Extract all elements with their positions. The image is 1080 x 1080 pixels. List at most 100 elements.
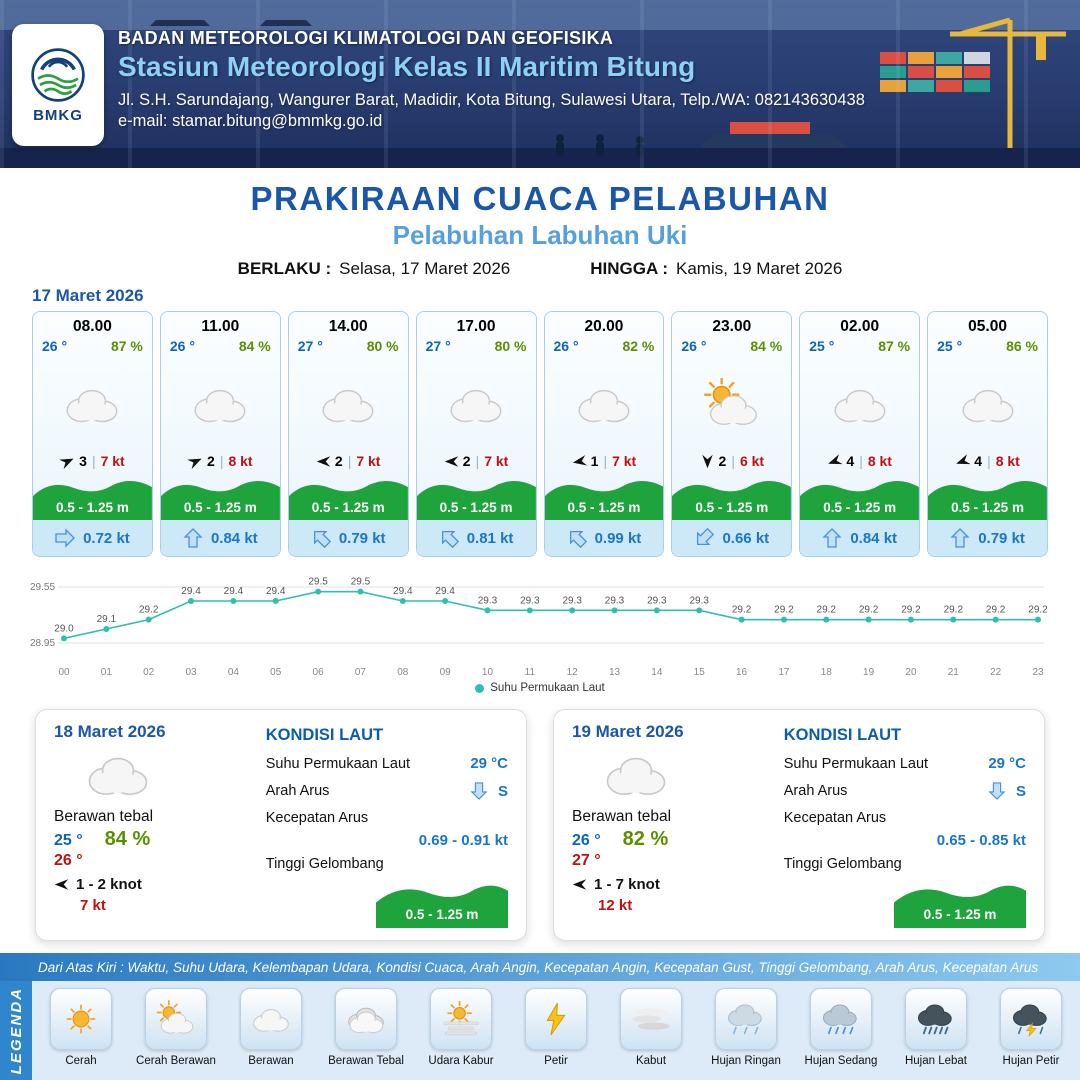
wave-height: 0.5 - 1.25 m (311, 500, 385, 515)
forecast-date: 17 Maret 2026 (32, 286, 144, 305)
svg-text:29.2: 29.2 (732, 605, 752, 616)
svg-text:21: 21 (948, 667, 960, 678)
air-temperature: 27 ° (425, 338, 451, 354)
sst-value: 29 °C (988, 755, 1026, 772)
svg-text:16: 16 (736, 667, 748, 678)
wind-speed: 7 kt (100, 453, 125, 469)
temp-max: 27 ° (572, 852, 601, 869)
wind-speed: 12 kt (598, 897, 633, 914)
humidity: 82 % (622, 338, 655, 354)
berlaku-group: BERLAKU : Selasa, 17 Maret 2026 (238, 259, 511, 279)
wind-speed: 7 kt (356, 453, 381, 469)
humidity: 87 % (878, 338, 911, 354)
svg-text:23: 23 (1032, 667, 1044, 678)
wind-direction-icon (953, 451, 972, 470)
svg-text:29.2: 29.2 (1028, 605, 1048, 616)
crane (950, 17, 1066, 148)
legend-items-row: Cerah Cerah Berawan Berawan Berawan Teba… (32, 981, 1080, 1080)
wind-range: 1 - 2 knot (76, 876, 142, 893)
sst-row: Suhu Permukaan Laut 29 °C (266, 755, 508, 772)
humidity: 80 % (494, 338, 527, 354)
wave-shape (672, 480, 792, 520)
legend-item: Petir (510, 988, 602, 1067)
humidity: 84 % (104, 828, 151, 850)
page-title: PRAKIRAAN CUACA PELABUHAN (250, 180, 830, 217)
legend-item-label: Petir (544, 1055, 568, 1067)
legend-item-label: Udara Kabur (428, 1055, 494, 1067)
wind-direction-icon (316, 454, 331, 469)
forecast-cards-row: 08.00 26 ° 87 % 3 | 7 kt 0.5 - 1.25 m 0.… (32, 311, 1048, 557)
wave-shape (33, 480, 152, 520)
svg-text:29.4: 29.4 (224, 586, 244, 597)
temp-min: 25 ° (54, 832, 83, 849)
wind-speed: 7 kt (612, 453, 637, 469)
legend-item: Kabut (605, 988, 697, 1067)
wind-direction-value: 2 (207, 453, 215, 469)
svg-text:06: 06 (313, 667, 325, 678)
weather-condition: Berawan tebal (572, 808, 672, 825)
wave-row: Tinggi Gelombang (784, 856, 1026, 872)
daily-weather-column: 18 Maret 2026 Berawan tebal 25 ° 84 % 26… (54, 722, 254, 928)
wind-speed: 6 kt (739, 453, 765, 469)
current-speed: 0.79 kt (978, 529, 1025, 547)
svg-text:29.5: 29.5 (308, 577, 328, 588)
wind-speed: 8 kt (995, 453, 1020, 469)
bmkg-logo: BMKG (12, 24, 104, 146)
weather-icon (928, 360, 1047, 448)
legend-icon-box (620, 988, 682, 1050)
current-row: 0.81 kt (416, 520, 536, 556)
legend-icon-box (715, 988, 777, 1050)
separator: | (603, 453, 608, 469)
legend-icon-box (810, 988, 872, 1050)
wind-row: 2 | 6 kt (672, 448, 791, 474)
humidity: 84 % (750, 338, 783, 354)
forecast-card: 23.00 26 ° 84 % 2 | 6 kt 0.5 - 1.25 m 0.… (671, 311, 793, 557)
hingga-value: Kamis, 19 Maret 2026 (676, 259, 843, 278)
svg-text:18: 18 (821, 667, 833, 678)
sst-line-chart: 29.55 28.95 29.0 00 29.1 01 29.2 02 29.4 03 29.4 04… (30, 577, 1048, 678)
humidity: 80 % (366, 338, 399, 354)
air-temperature: 27 ° (297, 338, 323, 354)
current-speed: 0.66 kt (722, 529, 770, 547)
current-row: 0.79 kt (928, 520, 1047, 556)
daily-date: 18 Maret 2026 (54, 722, 166, 741)
temp-humidity-row: 26 ° 84 % (672, 338, 791, 360)
temp-humidity-row: 27 ° 80 % (289, 338, 408, 360)
svg-text:29.55: 29.55 (30, 582, 55, 593)
separator: | (347, 453, 352, 469)
wave-shape (928, 480, 1047, 520)
wave-height: 0.5 - 1.25 m (823, 500, 897, 515)
crane-hook (1036, 34, 1046, 60)
svg-text:29.3: 29.3 (605, 595, 625, 606)
weather-icon (161, 360, 280, 448)
window-mullions (0, 0, 1080, 168)
wave-height-band: 0.5 - 1.25 m (544, 474, 664, 520)
station-address: Jl. S.H. Sarundajang, Wangurer Barat, Ma… (118, 91, 865, 109)
wave-height: 0.5 - 1.25 m (695, 500, 769, 515)
temp-humidity-row: 25 ° 86 % (928, 338, 1047, 360)
forecast-time: 23.00 (712, 318, 752, 335)
wind-direction-value: 1 (590, 453, 599, 469)
legend-icon-box (240, 988, 302, 1050)
weather-icon (289, 360, 408, 448)
svg-text:07: 07 (355, 667, 367, 678)
current-direction-icon (562, 524, 590, 552)
air-temperature: 26 ° (42, 338, 68, 354)
current-speed-row: Kecepatan Arus (784, 810, 1026, 826)
current-speed: 0.99 kt (594, 529, 642, 547)
current-speed-label: Kecepatan Arus (783, 810, 887, 826)
current-row: 0.99 kt (544, 520, 664, 556)
wave-shape (544, 480, 664, 520)
chart-legend-label: Suhu Permukaan Laut (490, 682, 605, 694)
legend-icon-box (335, 988, 397, 1050)
svg-text:08: 08 (397, 667, 409, 678)
legend-title-band: LEGENDA (0, 981, 32, 1080)
title-block: PRAKIRAAN CUACA PELABUHAN Pelabuhan Labu… (0, 168, 1080, 280)
station-name: Stasiun Meteorologi Kelas II Maritim Bit… (118, 51, 696, 82)
humidity: 82 % (622, 828, 669, 850)
current-speed: 0.84 kt (850, 529, 898, 547)
daily-weather-column: 19 Maret 2026 Berawan tebal 26 ° 82 % 27… (572, 722, 772, 928)
legend-item-label: Hujan Petir (1002, 1055, 1060, 1067)
current-row: 0.72 kt (33, 520, 152, 556)
forecast-card: 14.00 27 ° 80 % 2 | 7 kt 0.5 - 1.25 m 0.… (287, 311, 409, 557)
